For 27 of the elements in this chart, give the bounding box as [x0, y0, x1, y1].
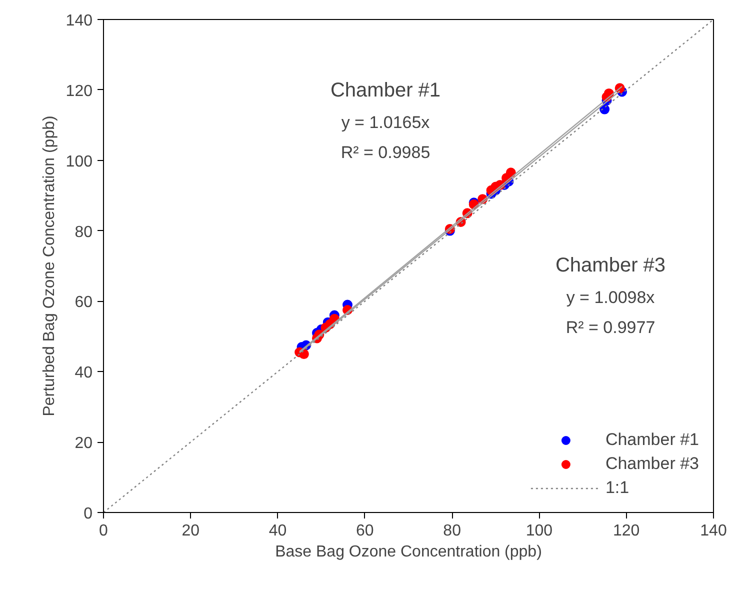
y-axis-title: Perturbed Bag Ozone Concentration (ppb): [40, 116, 58, 416]
x-tick-label: 0: [99, 522, 108, 540]
annotation: Chamber #1: [330, 80, 441, 102]
x-axis-title: Base Bag Ozone Concentration (ppb): [275, 544, 542, 560]
y-tick-label: 60: [74, 294, 93, 312]
y-tick-label: 20: [74, 435, 93, 452]
y-tick-label: 100: [66, 153, 93, 170]
y-tick-label: 0: [84, 506, 93, 522]
x-tick-label: 60: [356, 522, 374, 540]
x-tick-label: 40: [268, 522, 287, 540]
annotation: R² = 0.9985: [340, 143, 430, 162]
y-tick-label: 140: [66, 12, 93, 30]
legend-label: 1:1: [605, 478, 630, 498]
x-tick-label: 20: [182, 522, 200, 540]
annotation: y = 1.0165x: [341, 113, 430, 132]
x-tick-label: 80: [443, 522, 462, 540]
x-tick-label: 140: [700, 522, 727, 540]
y-tick-label: 80: [74, 224, 93, 241]
annotation: Chamber #3: [555, 254, 666, 276]
legend-label: Chamber #3: [605, 454, 699, 474]
y-tick-label: 120: [66, 82, 93, 100]
y-tick-label: 40: [74, 364, 93, 382]
annotation: y = 1.0098x: [566, 288, 656, 307]
x-tick-label: 120: [613, 522, 640, 540]
annotation: R² = 0.9977: [566, 318, 656, 337]
x-tick-label: 100: [526, 522, 553, 540]
legend-label: Chamber #1: [605, 430, 699, 450]
